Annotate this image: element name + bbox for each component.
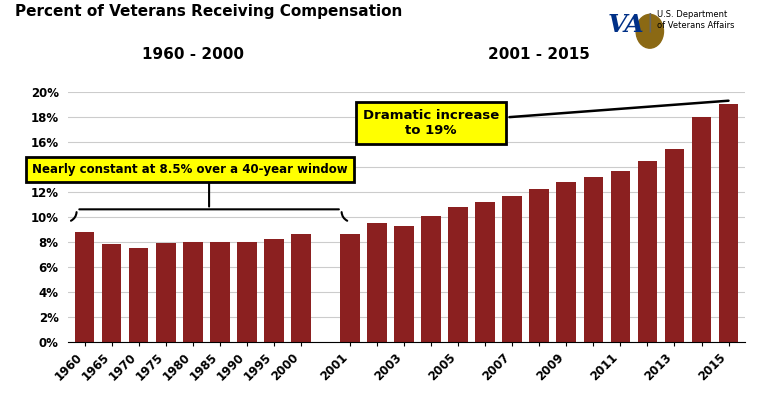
Bar	[264, 239, 283, 342]
Bar	[394, 226, 413, 342]
Bar	[665, 149, 684, 342]
Bar	[610, 171, 630, 342]
Bar	[102, 244, 122, 342]
Bar	[638, 161, 657, 342]
Bar	[211, 242, 230, 342]
Bar	[502, 196, 522, 342]
Bar	[556, 182, 576, 342]
Bar	[475, 202, 495, 342]
Text: |: |	[647, 13, 653, 32]
Text: Nearly constant at 8.5% over a 40-year window: Nearly constant at 8.5% over a 40-year w…	[33, 163, 348, 176]
Text: 1960 - 2000: 1960 - 2000	[142, 47, 244, 62]
Text: 2001 - 2015: 2001 - 2015	[488, 47, 590, 62]
Circle shape	[636, 14, 663, 48]
Bar	[530, 189, 549, 342]
Bar	[75, 232, 94, 342]
Bar	[719, 104, 738, 342]
Text: Dramatic increase
to 19%: Dramatic increase to 19%	[363, 100, 729, 137]
Bar	[237, 242, 257, 342]
Bar	[183, 242, 203, 342]
Bar	[584, 177, 603, 342]
Bar	[421, 216, 441, 342]
Bar	[340, 234, 359, 342]
Bar	[156, 243, 176, 342]
Text: U.S. Department
of Veterans Affairs: U.S. Department of Veterans Affairs	[657, 10, 735, 30]
Bar	[291, 234, 311, 342]
Bar	[129, 248, 148, 342]
Bar	[692, 117, 711, 342]
Bar	[367, 223, 387, 342]
Text: VA: VA	[608, 13, 644, 37]
Text: Percent of Veterans Receiving Compensation: Percent of Veterans Receiving Compensati…	[15, 4, 403, 19]
Bar	[448, 207, 467, 342]
